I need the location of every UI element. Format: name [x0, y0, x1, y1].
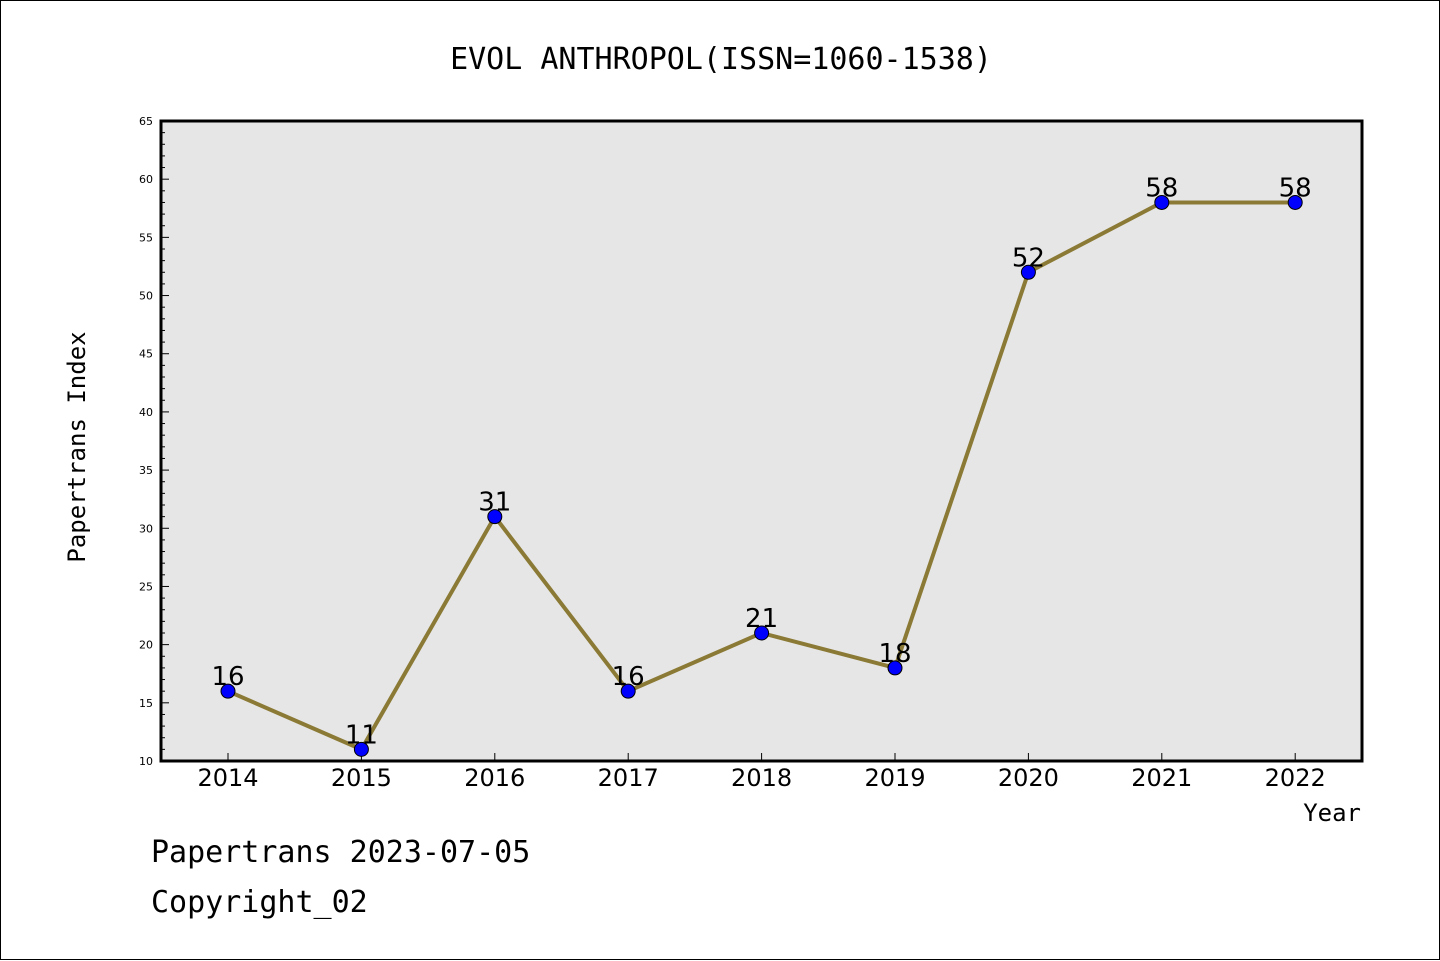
x-tick-label: 2020	[998, 764, 1059, 792]
chart-title: EVOL ANTHROPOL(ISSN=1060-1538)	[450, 42, 992, 77]
y-tick-label: 60	[139, 173, 153, 186]
data-labels: 16 11 31 16 21 18 52 58 58	[211, 173, 1311, 750]
data-label: 52	[1012, 243, 1045, 273]
x-tick-label: 2016	[464, 764, 525, 792]
x-tick-label: 2022	[1265, 764, 1326, 792]
data-point-marker	[353, 741, 369, 757]
data-point-marker	[1020, 264, 1036, 280]
y-tick-label: 35	[139, 464, 153, 477]
x-axis-ticks: 2014 2015 2016 2017 2018 2019 2020 2021 2022	[197, 753, 1326, 792]
plot-area	[161, 121, 1362, 761]
data-point-marker	[754, 625, 770, 641]
y-tick-label: 45	[139, 348, 153, 361]
y-tick-label: 30	[139, 522, 153, 535]
x-axis-label: Year	[1303, 799, 1361, 827]
data-label: 16	[211, 662, 244, 692]
data-label: 31	[478, 488, 511, 518]
plot-border	[159, 119, 1364, 763]
y-tick-label: 20	[139, 639, 153, 652]
data-point-marker	[620, 683, 636, 699]
data-label: 11	[345, 720, 378, 750]
y-tick-label: 50	[139, 290, 153, 303]
data-point-marker	[220, 683, 236, 699]
data-label: 16	[612, 662, 645, 692]
y-axis-label: Papertrans Index	[63, 331, 91, 562]
data-label: 18	[878, 639, 911, 669]
x-tick-label: 2019	[864, 764, 925, 792]
data-label: 58	[1145, 173, 1178, 203]
data-label: 21	[745, 604, 778, 634]
y-tick-label: 25	[139, 580, 153, 593]
footer-date: Papertrans 2023-07-05	[151, 835, 531, 870]
data-markers	[220, 194, 1303, 757]
data-point-marker	[887, 660, 903, 676]
y-tick-label: 15	[139, 697, 153, 710]
data-point-marker	[487, 509, 503, 525]
y-tick-label: 40	[139, 406, 153, 419]
data-point-marker	[1287, 194, 1303, 210]
data-label: 58	[1279, 173, 1312, 203]
x-tick-label: 2017	[598, 764, 659, 792]
y-axis-ticks: 10 15 20 25 30 35 40 45 50 55 60 65	[139, 115, 169, 768]
y-tick-label: 65	[139, 115, 153, 128]
y-tick-label: 55	[139, 231, 153, 244]
x-tick-label: 2021	[1131, 764, 1192, 792]
y-tick-label: 10	[139, 755, 153, 768]
footer-copyright: Copyright_02	[151, 885, 368, 920]
data-point-marker	[1154, 194, 1170, 210]
x-tick-label: 2015	[331, 764, 392, 792]
x-tick-label: 2018	[731, 764, 792, 792]
x-tick-label: 2014	[197, 764, 258, 792]
